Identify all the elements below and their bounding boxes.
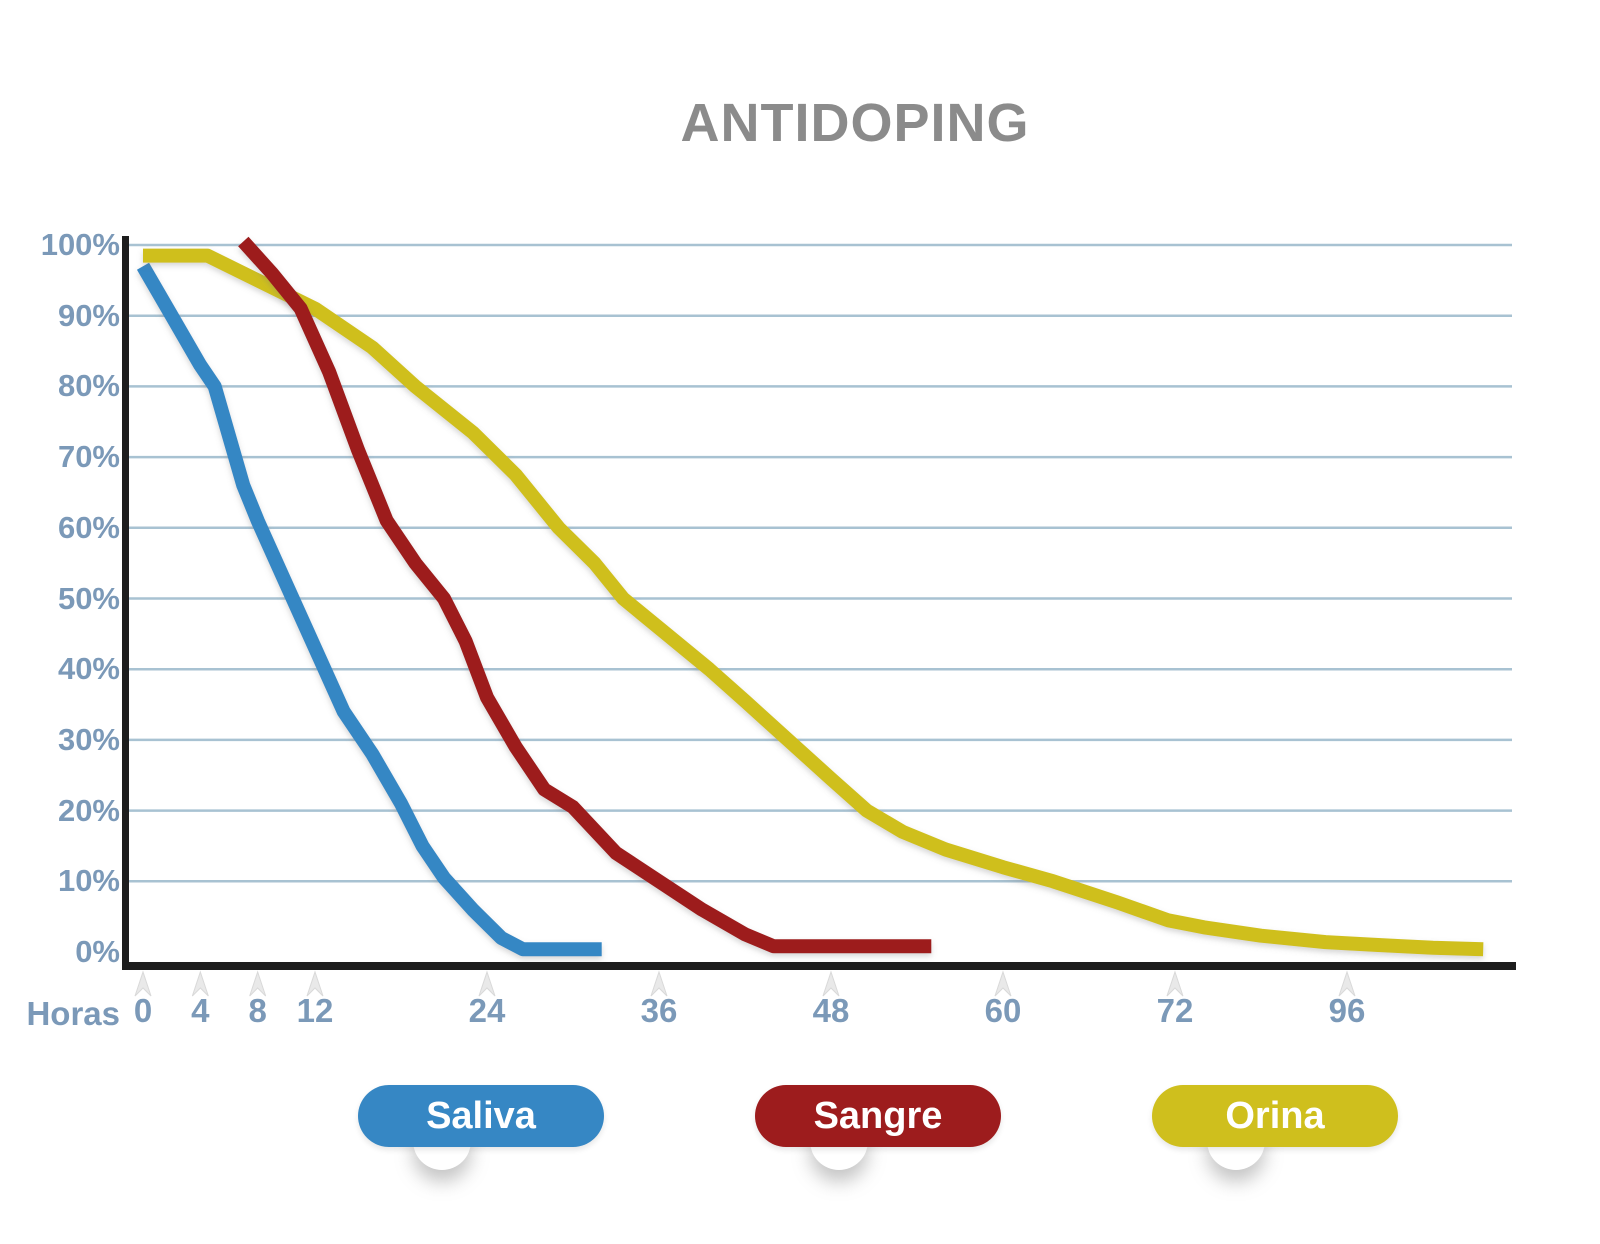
x-tick-label: 24	[468, 992, 506, 1029]
x-tick-label: 12	[296, 992, 334, 1029]
chart-title: ANTIDOPING	[680, 93, 1030, 153]
y-tick-label: 30%	[57, 721, 120, 757]
y-tick-label: 100%	[40, 227, 120, 262]
legend-pill-saliva: Saliva	[358, 1085, 604, 1147]
legend-pill-label: Saliva	[426, 1094, 536, 1137]
y-tick-label: 0%	[75, 934, 120, 969]
x-tick-label: 48	[812, 992, 850, 1029]
x-tick-label: 8	[248, 992, 267, 1029]
y-tick-label: 80%	[57, 368, 120, 404]
x-axis-title: Horas	[26, 995, 120, 1032]
legend: Saliva Sangre Orina	[0, 1080, 1600, 1200]
series-line-sangre	[238, 236, 932, 954]
tick-arrow-icon	[306, 970, 324, 997]
legend-pill-label: Orina	[1225, 1094, 1325, 1137]
series-line-saliva	[136, 262, 602, 957]
x-tick-label: 60	[984, 992, 1022, 1029]
tick-arrow-icon	[478, 970, 496, 997]
y-tick-label: 50%	[57, 580, 120, 616]
x-tick-label: 0	[133, 992, 153, 1029]
y-tick-label: 40%	[57, 651, 120, 687]
y-tick-label: 60%	[57, 509, 120, 545]
tick-arrow-icon	[134, 970, 152, 997]
tick-arrow-icon	[994, 970, 1012, 997]
tick-arrow-icon	[822, 970, 840, 997]
x-tick-label: 4	[191, 992, 210, 1029]
x-tick-label: 72	[1156, 992, 1194, 1029]
legend-pill-sangre: Sangre	[755, 1085, 1001, 1147]
tick-arrow-icon	[1338, 970, 1356, 997]
tick-arrow-icon	[650, 970, 668, 997]
y-tick-label: 20%	[57, 792, 120, 828]
x-tick-label: 96	[1328, 992, 1366, 1029]
y-tick-label: 70%	[57, 439, 120, 475]
tick-arrow-icon	[1166, 970, 1184, 997]
x-tick-label: 36	[640, 992, 678, 1029]
tick-arrow-icon	[191, 970, 209, 997]
y-tick-label: 10%	[57, 863, 120, 899]
y-tick-label: 90%	[57, 297, 120, 333]
legend-pill-label: Sangre	[813, 1094, 943, 1137]
series-line-orina	[143, 248, 1484, 957]
legend-pill-orina: Orina	[1152, 1085, 1398, 1147]
tick-arrow-icon	[249, 970, 267, 997]
